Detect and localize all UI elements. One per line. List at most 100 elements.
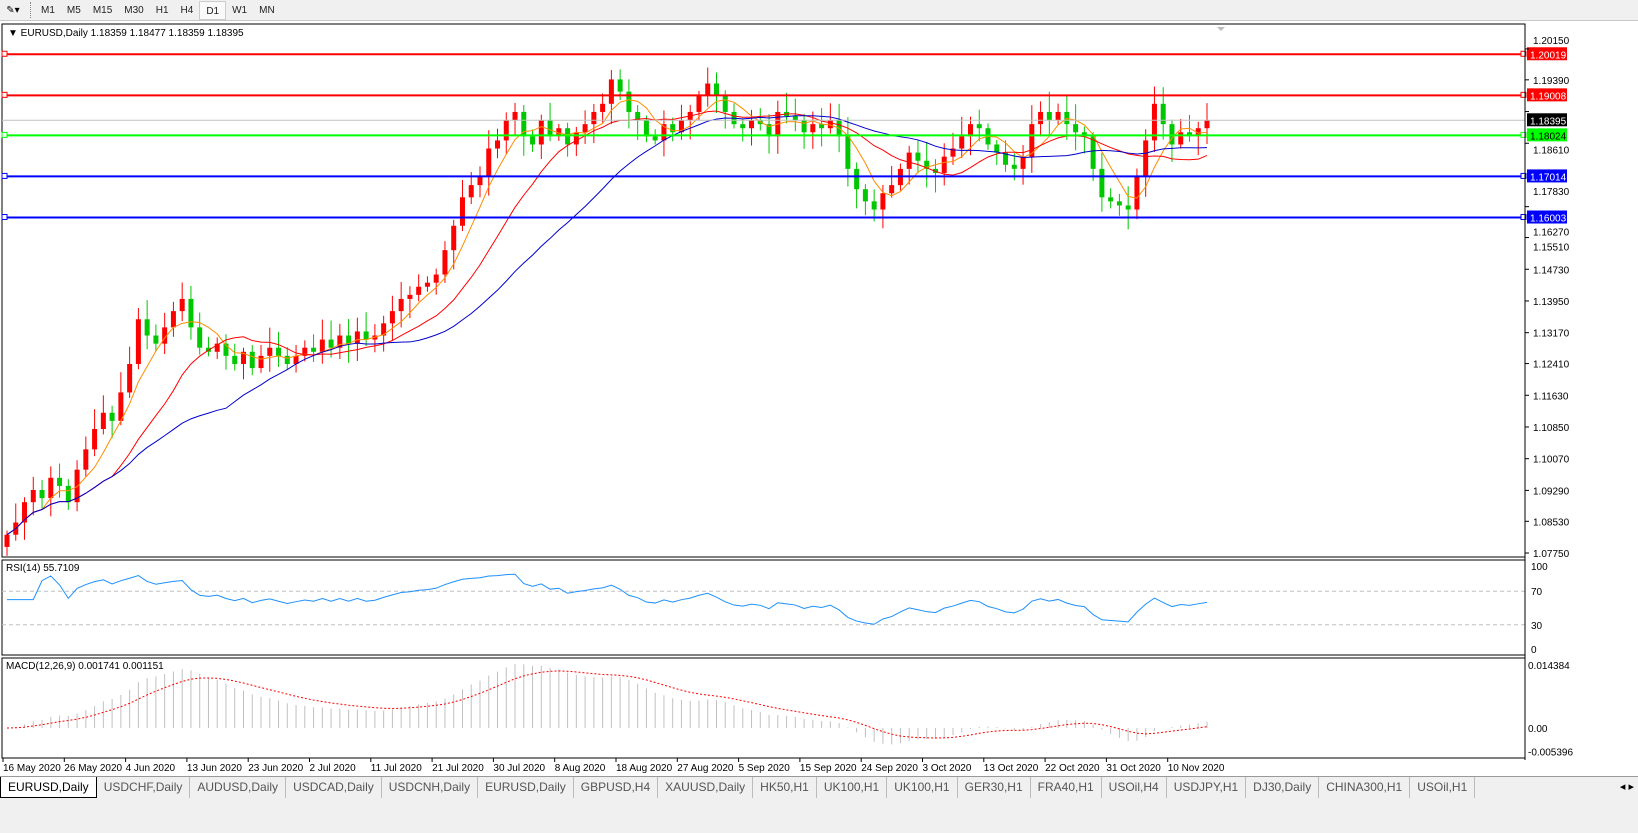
candle — [22, 502, 28, 523]
chart-tab[interactable]: CHINA300,H1 — [1319, 777, 1411, 798]
chart-tab[interactable]: AUDUSD,Daily — [190, 777, 287, 798]
candle — [652, 136, 658, 141]
price-tick-label: 1.10070 — [1533, 455, 1570, 466]
price-tick-label: 1.10850 — [1533, 423, 1570, 434]
rsi-label: RSI(14) 55.7109 — [6, 563, 80, 574]
candle — [477, 176, 483, 186]
price-label-bg — [1527, 128, 1567, 142]
candle — [722, 95, 728, 112]
chart-tab[interactable]: GER30,H1 — [958, 777, 1031, 798]
candle — [135, 319, 141, 364]
candle — [573, 132, 579, 145]
candle — [705, 83, 711, 96]
macd-panel-frame — [1, 657, 1526, 759]
candle — [959, 136, 965, 149]
candle — [1134, 176, 1140, 210]
current-price-label: 1.18395 — [1530, 116, 1567, 127]
candle — [1003, 152, 1009, 165]
date-tick-label: 2 Jul 2020 — [310, 763, 357, 774]
date-tick-label: 24 Sep 2020 — [861, 763, 918, 774]
timeframe-m5[interactable]: M5 — [66, 4, 81, 16]
chart-tab[interactable]: USDJPY,H1 — [1167, 777, 1247, 798]
candle — [30, 489, 36, 503]
candle — [530, 136, 536, 145]
price-label: 1.19008 — [1530, 91, 1567, 102]
chart-tab[interactable]: USDCHF,Daily — [97, 777, 191, 798]
candle — [924, 160, 930, 169]
macd-tick-label: -0.005396 — [1528, 748, 1573, 759]
candle — [1125, 205, 1131, 210]
candle — [1055, 111, 1061, 121]
main-panel-frame — [1, 23, 1526, 558]
candle — [468, 185, 474, 198]
date-tick-label: 13 Jun 2020 — [187, 763, 242, 774]
candle — [179, 298, 185, 312]
candle — [337, 335, 343, 348]
price-label: 1.16003 — [1530, 214, 1567, 225]
timeframe-mn[interactable]: MN — [259, 4, 275, 16]
price-tick-label: 1.14730 — [1533, 265, 1570, 276]
chart-tab[interactable]: UK100,H1 — [887, 777, 958, 798]
candle — [968, 124, 974, 137]
candle — [4, 534, 10, 547]
chart-tab[interactable]: USDCNH,Daily — [382, 777, 479, 798]
chart-tab[interactable]: EURUSD,Daily — [0, 777, 97, 798]
candle — [1204, 120, 1210, 129]
candle — [319, 339, 325, 352]
candle — [197, 327, 203, 348]
chart-tab[interactable]: USOil,H1 — [1410, 777, 1476, 798]
candle — [950, 148, 956, 157]
timeframe-m30[interactable]: M30 — [124, 4, 144, 16]
candle — [109, 412, 115, 421]
candle — [810, 124, 816, 133]
chart-tab[interactable]: DJ30,Daily — [1246, 777, 1320, 798]
timeframe-h4[interactable]: H4 — [180, 4, 194, 16]
macd-tick-label: 0.00 — [1528, 724, 1548, 735]
candle — [678, 120, 684, 133]
draw-tool-icon[interactable]: ✎▾ — [6, 4, 20, 16]
candle — [626, 91, 632, 112]
timeframe-d1[interactable]: D1 — [199, 0, 227, 20]
chart-tab[interactable]: HK50,H1 — [753, 777, 817, 798]
timeframe-m1[interactable]: M1 — [41, 4, 55, 16]
candle — [591, 111, 597, 125]
candle — [1046, 111, 1052, 121]
chart-area[interactable]: ▼ EURUSD,Daily 1.18359 1.18477 1.18359 1… — [0, 0, 1638, 776]
candle — [293, 355, 299, 364]
timeframe-h1[interactable]: H1 — [155, 4, 169, 16]
chart-tab[interactable]: USDCAD,Daily — [286, 777, 382, 798]
chart-tab[interactable]: EURUSD,Daily — [478, 777, 574, 798]
moving-average-line — [6, 115, 1208, 536]
price-tick-label: 1.12410 — [1533, 360, 1570, 371]
candle — [363, 331, 369, 340]
chart-tab[interactable]: XAUUSD,Daily — [658, 777, 754, 798]
candle — [459, 197, 465, 226]
price-label: 1.18024 — [1530, 131, 1567, 142]
candle — [162, 327, 168, 344]
timeframe-m15[interactable]: M15 — [92, 4, 113, 16]
date-tick-label: 23 Jun 2020 — [248, 763, 303, 774]
candle — [1143, 140, 1149, 177]
date-tick-label: 18 Aug 2020 — [616, 763, 673, 774]
candle — [48, 477, 54, 499]
candle — [635, 111, 641, 121]
candle — [801, 120, 807, 133]
macd-signal-line — [6, 670, 1208, 739]
tabs-scroll-arrow-icon[interactable]: ◂ ▸ — [1619, 781, 1634, 793]
chart-tabs: EURUSD,Daily USDCHF,Daily AUDUSD,Daily USDC… — [0, 776, 1638, 798]
price-tick-label: 1.20150 — [1533, 36, 1570, 47]
line-handle — [1520, 172, 1527, 179]
chart-tab[interactable]: GBPUSD,H4 — [574, 777, 659, 798]
date-tick-label: 5 Sep 2020 — [739, 763, 791, 774]
candle — [232, 355, 238, 364]
candle — [442, 250, 448, 275]
candle — [713, 83, 719, 96]
candle — [1186, 132, 1192, 137]
chart-tab[interactable]: FRA40,H1 — [1031, 777, 1102, 798]
chart-tab[interactable]: USOil,H4 — [1102, 777, 1167, 798]
candle — [889, 185, 895, 194]
chart-tab[interactable]: UK100,H1 — [817, 777, 888, 798]
timeframe-w1[interactable]: W1 — [232, 4, 248, 16]
price-tick-label: 1.07750 — [1533, 549, 1570, 560]
date-tick-label: 30 Jul 2020 — [493, 763, 545, 774]
